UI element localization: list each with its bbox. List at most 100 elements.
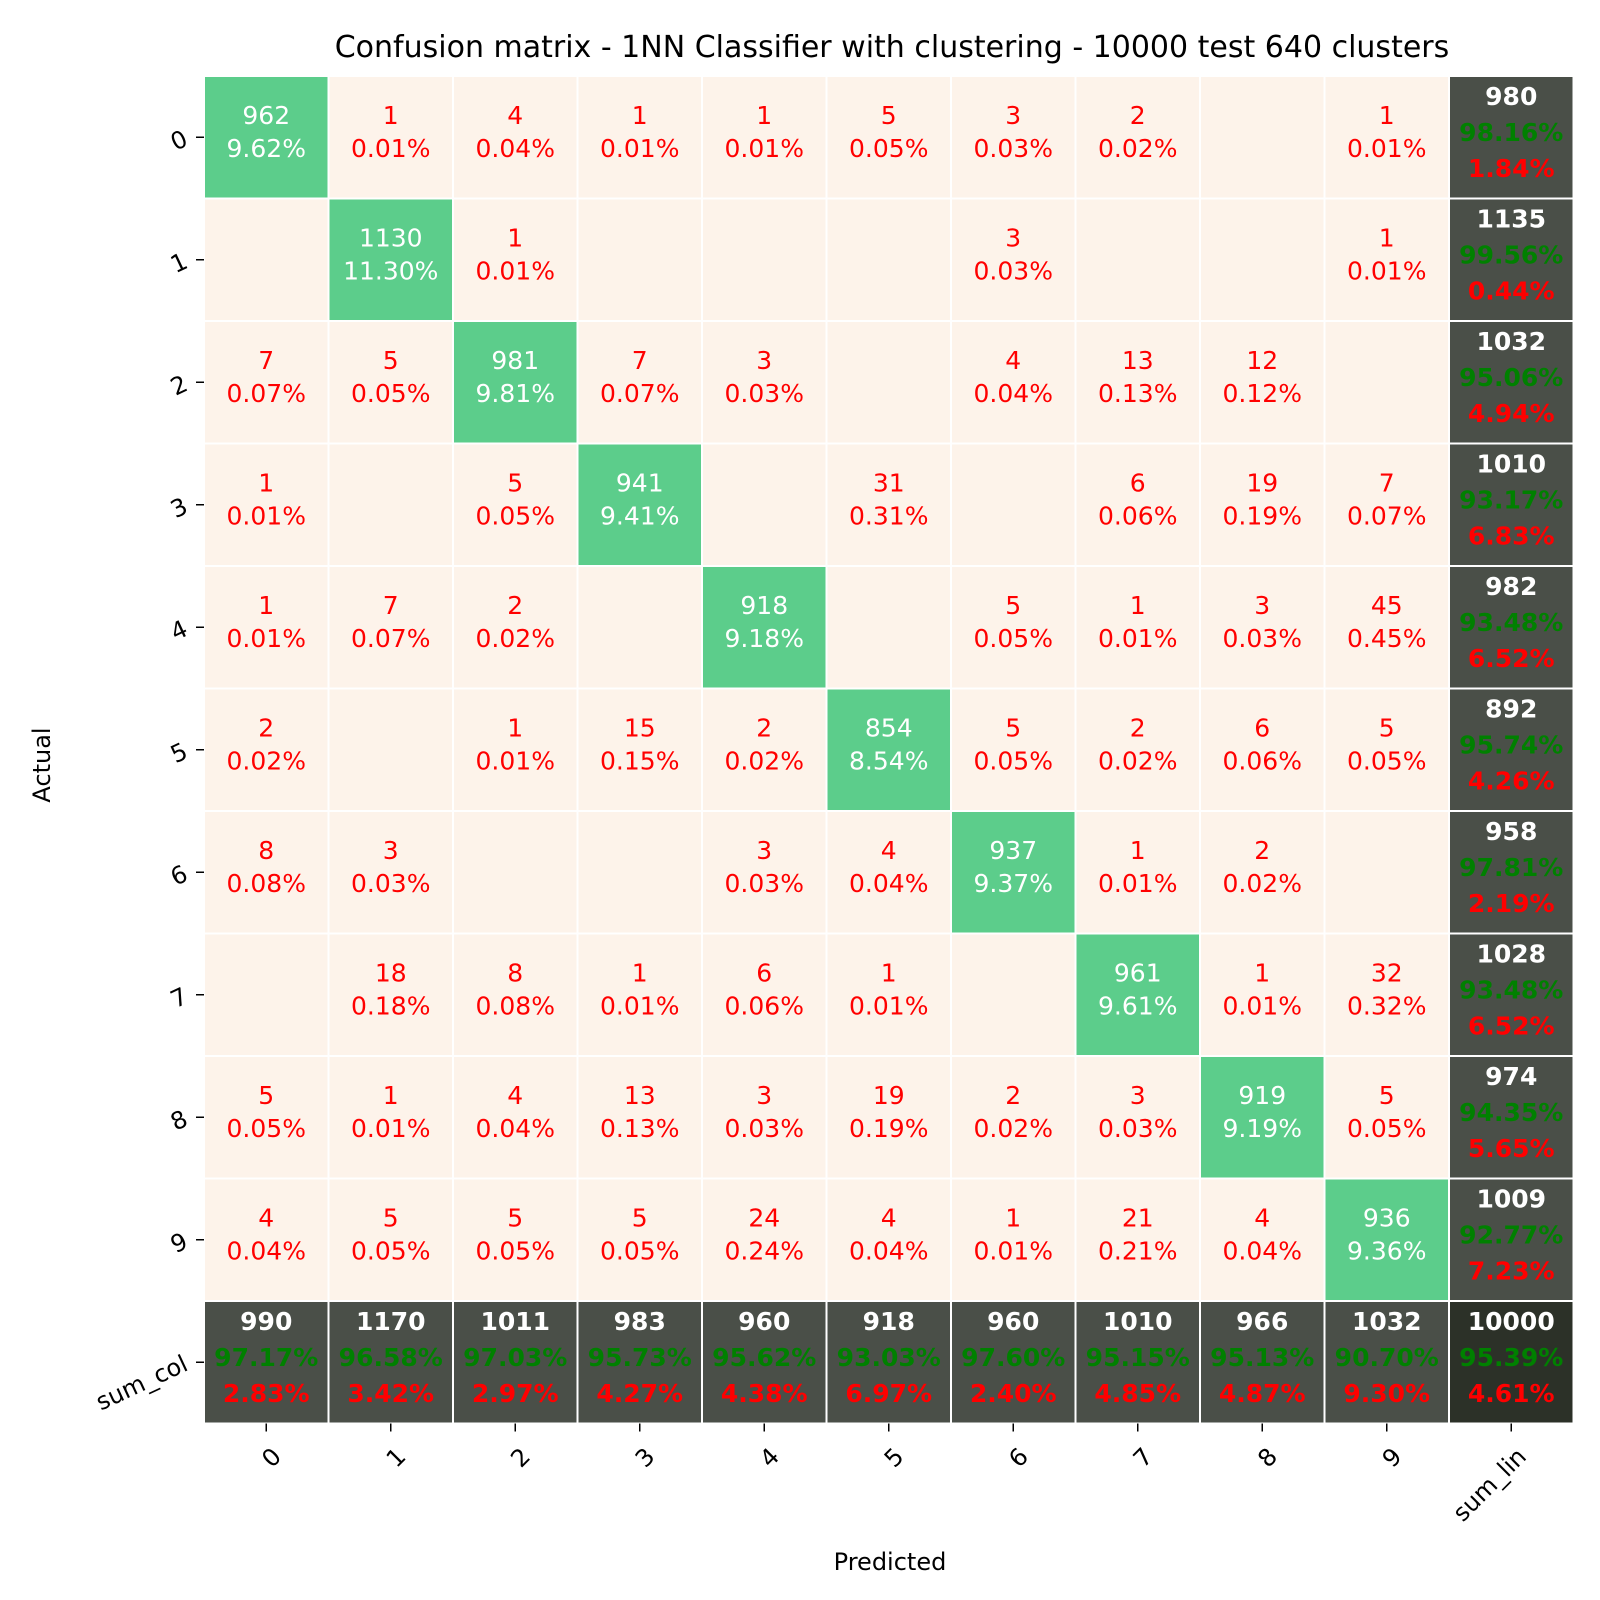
matrix-cell: 936 9.36%	[1325, 1179, 1448, 1300]
cell-background	[205, 77, 328, 198]
cell-count: 2	[1005, 1081, 1021, 1110]
cell-count: 2	[756, 714, 772, 743]
cell-count: 24	[748, 1204, 780, 1233]
cell-count: 962	[242, 101, 290, 130]
sum-correct-pct: 98.16%	[1459, 118, 1563, 147]
matrix-cell: 13 0.13%	[578, 1057, 701, 1178]
cell-background	[454, 444, 577, 565]
matrix-cell: 1 0.01%	[205, 444, 328, 565]
cell-percent: 0.13%	[600, 1114, 679, 1143]
cell-background	[1076, 1179, 1199, 1300]
sum-error-pct: 9.30%	[1343, 1379, 1430, 1408]
cell-percent: 9.18%	[725, 624, 804, 653]
cell-percent: 9.61%	[1098, 992, 1177, 1021]
matrix-cell: 4 0.04%	[827, 812, 950, 933]
cell-percent: 0.45%	[1347, 624, 1426, 653]
cell-count: 1	[1130, 591, 1146, 620]
cell-percent: 0.02%	[1098, 134, 1177, 163]
matrix-cell	[578, 812, 701, 933]
sum-error-pct: 3.42%	[347, 1379, 434, 1408]
cell-percent: 0.08%	[476, 992, 555, 1021]
sum-correct-pct: 95.73%	[588, 1343, 692, 1372]
matrix-cell: 1 0.01%	[1201, 934, 1324, 1055]
sum-cell: 1170 96.58% 3.42%	[329, 1302, 452, 1423]
sum-total: 980	[1485, 82, 1537, 111]
cell-percent: 0.05%	[1347, 747, 1426, 776]
cell-count: 4	[258, 1204, 274, 1233]
cell-background	[1201, 444, 1324, 565]
cell-count: 5	[881, 101, 897, 130]
matrix-cells: 962 9.62% 1 0.01% 4 0.04% 1 0.01% 1 0.01% 5 0.05% 3 0…	[205, 77, 1573, 1423]
cell-background	[329, 199, 452, 320]
cell-percent: 0.01%	[600, 134, 679, 163]
matrix-cell	[578, 199, 701, 320]
cell-count: 1	[756, 101, 772, 130]
sum-correct-pct: 99.56%	[1459, 241, 1563, 270]
cell-percent: 0.03%	[974, 257, 1053, 286]
matrix-cell: 1 0.01%	[1325, 77, 1448, 198]
cell-count: 961	[1114, 959, 1162, 988]
cell-percent: 0.31%	[849, 502, 928, 531]
matrix-cell: 4 0.04%	[454, 77, 577, 198]
sum-error-pct: 1.84%	[1468, 154, 1555, 183]
cell-background	[454, 934, 577, 1055]
cell-background	[1325, 1302, 1448, 1423]
cell-percent: 0.02%	[476, 624, 555, 653]
cell-percent: 0.02%	[725, 747, 804, 776]
cell-background	[827, 1057, 950, 1178]
cell-count: 8	[507, 959, 523, 988]
cell-background	[329, 1179, 452, 1300]
matrix-cell: 3 0.03%	[703, 322, 826, 443]
cell-background	[205, 1302, 328, 1423]
cell-background	[578, 689, 701, 810]
sum-error-pct: 2.40%	[970, 1379, 1057, 1408]
cell-count: 5	[1379, 714, 1395, 743]
cell-background	[1450, 322, 1573, 443]
cell-count: 4	[507, 101, 523, 130]
cell-count: 2	[507, 591, 523, 620]
matrix-cell: 941 9.41%	[578, 444, 701, 565]
cell-background	[1201, 77, 1324, 198]
cell-background	[1201, 322, 1324, 443]
sum-cell: 918 93.03% 6.97%	[827, 1302, 950, 1423]
cell-percent: 9.62%	[227, 134, 306, 163]
cell-count: 1	[1005, 1204, 1021, 1233]
matrix-cell: 31 0.31%	[827, 444, 950, 565]
matrix-cell: 1 0.01%	[454, 689, 577, 810]
matrix-cell: 6 0.06%	[1076, 444, 1199, 565]
cell-percent: 0.02%	[227, 747, 306, 776]
cell-count: 5	[507, 1204, 523, 1233]
cell-background	[1076, 812, 1199, 933]
cell-percent: 9.41%	[600, 502, 679, 531]
cell-background	[827, 812, 950, 933]
cell-background	[205, 934, 328, 1055]
matrix-cell: 4 0.04%	[205, 1179, 328, 1300]
sum-cell: 1028 93.48% 6.52%	[1450, 934, 1573, 1055]
matrix-cell: 6 0.06%	[1201, 689, 1324, 810]
cell-count: 3	[1130, 1081, 1146, 1110]
x-tick-label: 5	[879, 1442, 910, 1473]
cell-percent: 0.05%	[849, 134, 928, 163]
y-tick-label: 0	[166, 125, 192, 157]
y-axis-label: Actual	[28, 727, 56, 802]
cell-background	[329, 1302, 452, 1423]
cell-count: 45	[1371, 591, 1403, 620]
sum-correct-pct: 97.03%	[463, 1343, 567, 1372]
matrix-cell: 3 0.03%	[1076, 1057, 1199, 1178]
y-tick-label: 3	[166, 492, 192, 524]
cell-percent: 0.04%	[476, 1114, 555, 1143]
x-tick-label: 4	[754, 1442, 785, 1473]
cell-percent: 0.06%	[725, 992, 804, 1021]
matrix-cell: 21 0.21%	[1076, 1179, 1199, 1300]
matrix-cell	[329, 689, 452, 810]
cell-background	[1325, 1179, 1448, 1300]
matrix-cell: 2 0.02%	[1076, 77, 1199, 198]
cell-percent: 0.05%	[227, 1114, 306, 1143]
matrix-cell	[952, 934, 1075, 1055]
cell-background	[205, 812, 328, 933]
cell-percent: 0.03%	[1223, 624, 1302, 653]
cell-background	[827, 199, 950, 320]
cell-background	[1201, 934, 1324, 1055]
sum-cell: 960 97.60% 2.40%	[952, 1302, 1075, 1423]
matrix-cell	[1201, 77, 1324, 198]
